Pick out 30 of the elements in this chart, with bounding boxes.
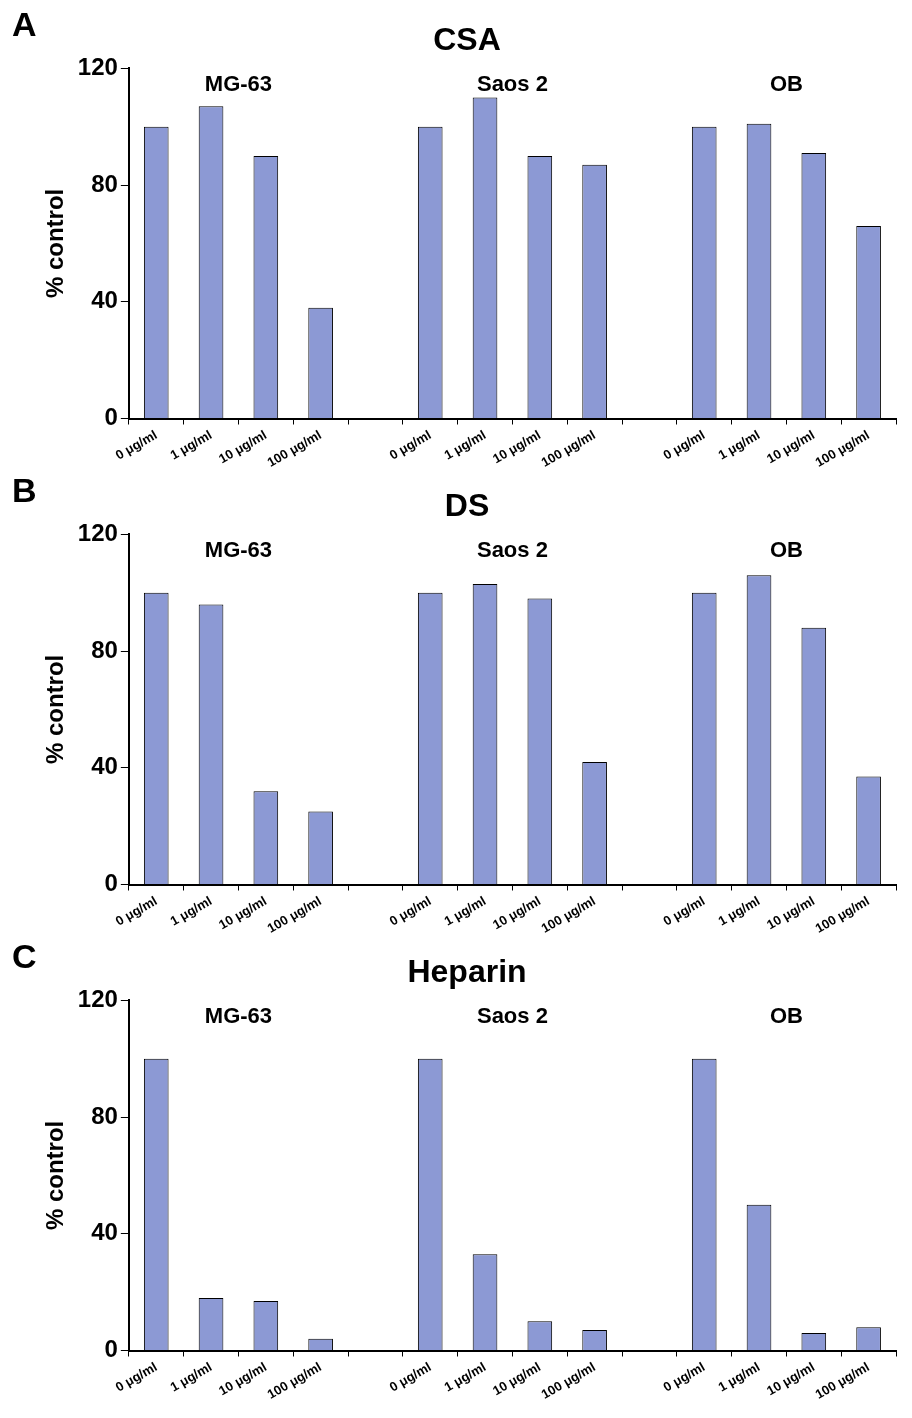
y-tick-label: 40 [91, 286, 118, 314]
y-tick-label: 120 [77, 53, 118, 81]
y-tick-label: 120 [77, 985, 118, 1013]
y-axis-title: % control [41, 1120, 69, 1231]
y-axis-title: % control [41, 654, 69, 765]
text: A [12, 5, 37, 44]
annotation: OB [769, 71, 803, 97]
chart-title: Heparin [407, 953, 527, 990]
y-axis-title: % control [41, 188, 69, 299]
annotation: OB [769, 537, 803, 563]
y-tick-label: 40 [91, 752, 118, 780]
annotation: Saos 2 [476, 1003, 548, 1029]
y-tick-label: 80 [91, 635, 118, 663]
annotation: Saos 2 [476, 71, 548, 97]
y-tick-label: 0 [104, 869, 118, 897]
annotation: OB [769, 1003, 803, 1029]
y-tick-label: 40 [91, 1218, 118, 1246]
text: C [12, 937, 37, 976]
annotation: MG-63 [204, 1003, 273, 1029]
y-tick-label: 80 [91, 1101, 118, 1129]
y-tick-label: 120 [77, 519, 118, 547]
annotation: Saos 2 [476, 537, 548, 563]
chart-title: CSA [433, 21, 501, 58]
chart-title: DS [444, 487, 490, 524]
y-tick-label: 0 [104, 1335, 118, 1363]
annotation: MG-63 [204, 537, 273, 563]
text: B [12, 471, 37, 510]
y-tick-label: 80 [91, 169, 118, 197]
y-tick-label: 0 [104, 403, 118, 431]
annotation: MG-63 [204, 71, 273, 97]
